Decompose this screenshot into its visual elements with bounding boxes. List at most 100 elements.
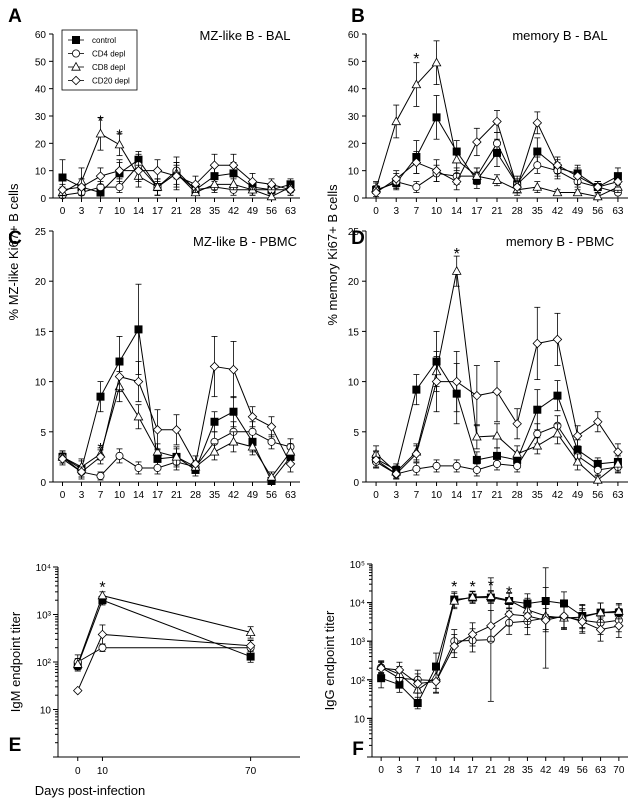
- y-tick-label: 0: [353, 194, 359, 205]
- y-tick-label: 25: [35, 227, 47, 238]
- data-point: [552, 334, 563, 345]
- data-point: [266, 471, 277, 481]
- x-tick-label: 21: [171, 206, 183, 217]
- y-tick-label: 10: [348, 167, 360, 178]
- x-tick-label: 3: [393, 206, 399, 217]
- x-tick-label: 63: [595, 765, 607, 776]
- data-point: [412, 678, 423, 689]
- series-cd20-depl: [72, 624, 256, 696]
- data-point: [72, 685, 83, 696]
- legend-label: control: [92, 36, 116, 45]
- x-tick-label: 63: [612, 206, 624, 217]
- x-tick-label: 28: [190, 206, 202, 217]
- significance-marker: *: [99, 579, 105, 596]
- x-tick-label: 56: [592, 206, 604, 217]
- data-point: [485, 591, 496, 600]
- data-point: [613, 176, 623, 187]
- x-tick-label: 21: [171, 490, 183, 501]
- x-tick-label: 7: [414, 206, 420, 217]
- x-tick-label: 70: [613, 765, 625, 776]
- data-point: [452, 461, 461, 470]
- y-tick-label: 10⁴: [350, 599, 365, 610]
- data-point: [412, 385, 421, 394]
- x-tick-label: 21: [491, 490, 503, 501]
- data-point: [171, 451, 182, 461]
- data-point: [472, 137, 482, 147]
- data-point: [57, 454, 68, 464]
- data-point: [592, 191, 603, 201]
- y-tick-label: 0: [40, 194, 46, 205]
- data-point: [522, 611, 533, 621]
- data-point: [391, 116, 402, 126]
- data-point: [572, 171, 583, 181]
- data-point: [95, 452, 106, 462]
- data-point: [376, 663, 386, 673]
- x-tick-label: 56: [592, 490, 604, 501]
- panel-title: MZ-like B - PBMC: [193, 234, 297, 249]
- chart-panel-e: E 10 10² 10³ 10⁴ 0 10 70 * IgM endpoint titer Days…: [8, 563, 300, 798]
- data-point: [247, 411, 258, 422]
- y-tick-label: 50: [35, 57, 47, 68]
- data-point: [492, 459, 501, 468]
- series-cd20-depl: [376, 602, 624, 694]
- x-tick-label: 7: [98, 206, 104, 217]
- data-point: [171, 425, 182, 435]
- x-tick-label: 49: [572, 490, 584, 501]
- data-point: [248, 427, 257, 436]
- series-line: [380, 616, 619, 682]
- significance-marker: *: [488, 578, 494, 595]
- x-tick-label: 35: [209, 206, 221, 217]
- data-point: [190, 459, 201, 469]
- x-tick-label: 49: [558, 765, 570, 776]
- series-line: [77, 633, 251, 691]
- data-point: [552, 160, 563, 170]
- data-point: [486, 621, 496, 631]
- data-point: [533, 405, 542, 414]
- y-tick-label: 5: [40, 428, 46, 439]
- x-tick-label: 0: [373, 206, 379, 217]
- data-point: [492, 386, 502, 397]
- data-point: [512, 182, 522, 192]
- data-point: [533, 147, 542, 156]
- x-tick-label: 0: [378, 765, 384, 776]
- y-tick-label: 0: [40, 478, 46, 489]
- data-point: [431, 57, 442, 67]
- data-point: [471, 170, 482, 180]
- x-tick-label: 49: [247, 490, 259, 501]
- x-tick-label: 28: [512, 206, 524, 217]
- data-point: [572, 456, 583, 466]
- data-point: [532, 440, 543, 450]
- y-tick-label: 30: [35, 112, 47, 123]
- x-tick-label: 35: [522, 765, 534, 776]
- legend-marker: [71, 75, 81, 86]
- data-point: [58, 173, 67, 182]
- data-point: [432, 113, 441, 122]
- data-point: [451, 376, 462, 387]
- data-point: [559, 611, 569, 621]
- data-point: [209, 361, 220, 372]
- chart-panel-a: A MZ-like B - BAL 0 10 20 30 40 50 60 0 3 7 10 14 17 21…: [8, 6, 300, 217]
- data-point: [133, 376, 144, 387]
- x-tick-label: 56: [577, 765, 589, 776]
- data-point: [171, 171, 182, 181]
- data-point: [96, 471, 105, 480]
- data-point: [76, 182, 87, 192]
- x-tick-label: 17: [467, 765, 479, 776]
- series-cd4-depl: [73, 640, 255, 670]
- data-point: [451, 154, 462, 164]
- data-point: [229, 407, 238, 416]
- data-point: [595, 624, 606, 635]
- y-tick-label: 25: [348, 227, 360, 238]
- legend-label: CD8 depl: [92, 63, 126, 72]
- data-point: [394, 665, 405, 675]
- x-tick-label: 3: [397, 765, 403, 776]
- x-tick-label: 17: [471, 206, 483, 217]
- data-point: [432, 461, 441, 470]
- data-point: [471, 431, 482, 441]
- data-point: [115, 451, 124, 460]
- data-point: [593, 182, 603, 192]
- data-point: [96, 392, 105, 401]
- data-point: [72, 658, 83, 668]
- data-point: [552, 428, 563, 438]
- data-point: [431, 676, 441, 687]
